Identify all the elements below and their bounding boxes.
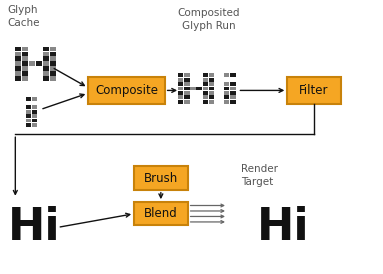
Bar	[26, 105, 31, 109]
Bar	[203, 78, 208, 82]
Bar	[15, 52, 21, 56]
Bar	[50, 76, 56, 81]
Bar	[209, 82, 214, 86]
Bar	[184, 87, 190, 90]
Bar	[32, 123, 37, 127]
Bar	[209, 87, 214, 90]
Bar	[32, 114, 37, 118]
Bar	[32, 97, 37, 101]
Bar	[178, 95, 183, 99]
Bar	[203, 95, 208, 99]
Bar	[22, 52, 28, 56]
Bar	[178, 91, 183, 95]
Bar	[230, 82, 236, 86]
Bar	[178, 87, 183, 90]
Text: Glyph
Cache: Glyph Cache	[8, 5, 40, 28]
Text: Brush: Brush	[144, 172, 178, 185]
FancyBboxPatch shape	[134, 166, 188, 190]
Bar	[230, 73, 236, 77]
Bar	[209, 95, 214, 99]
Bar	[32, 110, 37, 114]
Bar	[43, 71, 49, 76]
Bar	[230, 100, 236, 104]
Bar	[230, 95, 236, 99]
Bar	[15, 61, 21, 66]
Bar	[196, 87, 202, 90]
Bar	[230, 87, 236, 90]
Bar	[43, 56, 49, 61]
Text: Blend: Blend	[144, 207, 178, 220]
Bar	[209, 100, 214, 104]
Bar	[50, 71, 56, 76]
Bar	[22, 66, 28, 71]
Bar	[15, 56, 21, 61]
Bar	[178, 82, 183, 86]
Bar	[15, 76, 21, 81]
Bar	[36, 61, 42, 66]
Bar	[209, 91, 214, 95]
Bar	[22, 76, 28, 81]
Bar	[26, 123, 31, 127]
Bar	[224, 95, 229, 99]
Bar	[50, 56, 56, 61]
Bar	[15, 47, 21, 51]
Bar	[184, 100, 190, 104]
Bar	[184, 82, 190, 86]
Bar	[43, 66, 49, 71]
Bar	[29, 61, 35, 66]
Bar	[26, 110, 31, 114]
Bar	[203, 82, 208, 86]
Bar	[50, 66, 56, 71]
Bar	[178, 78, 183, 82]
Bar	[178, 100, 183, 104]
Bar	[224, 82, 229, 86]
Bar	[203, 91, 208, 95]
Bar	[190, 87, 196, 90]
Text: Hi: Hi	[8, 206, 61, 249]
Bar	[203, 100, 208, 104]
Bar	[43, 52, 49, 56]
Bar	[22, 71, 28, 76]
FancyBboxPatch shape	[287, 77, 341, 104]
Bar	[43, 47, 49, 51]
Bar	[50, 52, 56, 56]
Text: Hi: Hi	[257, 206, 310, 249]
Bar	[26, 114, 31, 118]
Bar	[26, 119, 31, 122]
Text: Render
Target: Render Target	[241, 164, 278, 187]
FancyBboxPatch shape	[88, 77, 165, 104]
Bar	[43, 76, 49, 81]
Bar	[50, 61, 56, 66]
Bar	[203, 73, 208, 77]
Bar	[32, 119, 37, 122]
Bar	[22, 56, 28, 61]
Bar	[203, 87, 208, 90]
Bar	[32, 105, 37, 109]
Bar	[50, 47, 56, 51]
Bar	[224, 91, 229, 95]
FancyBboxPatch shape	[134, 202, 188, 225]
Bar	[184, 91, 190, 95]
Bar	[209, 73, 214, 77]
Bar	[15, 66, 21, 71]
Bar	[22, 61, 28, 66]
Text: Composited
Glyph Run: Composited Glyph Run	[177, 8, 240, 31]
Bar	[184, 78, 190, 82]
Bar	[224, 100, 229, 104]
Bar	[224, 87, 229, 90]
Text: Filter: Filter	[299, 84, 329, 97]
Bar	[43, 61, 49, 66]
Text: Composite: Composite	[95, 84, 158, 97]
Bar	[15, 71, 21, 76]
Bar	[209, 78, 214, 82]
Bar	[224, 73, 229, 77]
Bar	[184, 73, 190, 77]
Bar	[178, 73, 183, 77]
Bar	[184, 95, 190, 99]
Bar	[230, 91, 236, 95]
Bar	[26, 97, 31, 101]
Bar	[22, 47, 28, 51]
